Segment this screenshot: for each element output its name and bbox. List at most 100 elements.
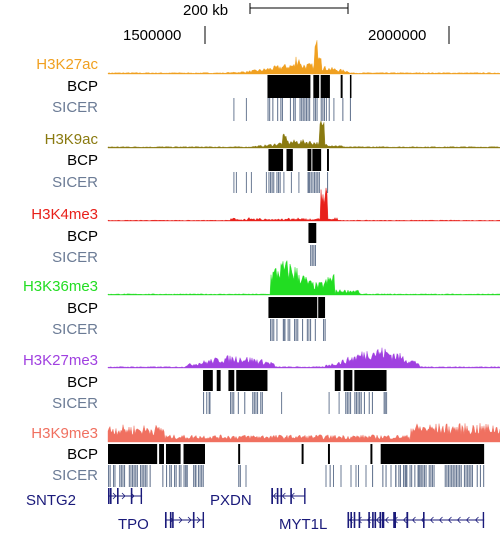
sicer-island: [299, 98, 301, 121]
sicer-island: [109, 465, 111, 487]
sicer-island: [245, 465, 247, 487]
sicer-island: [414, 465, 416, 487]
signal-track-h3k27ac: [107, 40, 500, 75]
sicer-island: [193, 465, 195, 487]
sicer-island: [310, 245, 312, 266]
sicer-island: [328, 98, 330, 121]
sicer-island: [141, 465, 143, 487]
bcp-label: BCP: [67, 228, 98, 245]
gene-exon: [482, 512, 485, 528]
bcp-region: [238, 444, 241, 464]
sicer-island: [297, 319, 299, 341]
strand-arrow: [447, 516, 452, 524]
sicer-island: [454, 465, 456, 487]
sicer-island: [465, 465, 467, 487]
sicer-label: SICER: [52, 467, 98, 484]
strand-arrow: [474, 516, 479, 524]
sicer-island: [178, 465, 180, 487]
sicer-island: [418, 465, 419, 487]
bcp-region: [268, 297, 318, 318]
gene-exon: [382, 512, 385, 528]
strand-arrow: [130, 492, 135, 500]
strand-arrow: [438, 516, 443, 524]
gene-exon: [169, 512, 172, 528]
sicer-island: [425, 465, 427, 487]
sicer-island: [253, 392, 255, 414]
sicer-island: [255, 392, 257, 414]
bcp-region: [268, 149, 284, 171]
strand-arrow: [196, 516, 201, 524]
sicer-island: [114, 465, 116, 487]
sicer-island: [348, 392, 350, 414]
strand-arrow: [357, 516, 362, 524]
sicer-island: [124, 465, 126, 487]
sicer-island: [333, 465, 334, 487]
sicer-island: [349, 98, 351, 121]
bcp-region: [312, 149, 322, 171]
bcp-region: [380, 444, 485, 464]
sicer-island: [338, 392, 340, 414]
sicer-island: [233, 98, 235, 121]
sicer-island: [239, 465, 241, 487]
sicer-island: [446, 465, 448, 487]
sicer-island: [354, 392, 356, 414]
gene-exon: [271, 488, 273, 504]
bcp-label: BCP: [67, 374, 98, 391]
bcp-region: [327, 149, 329, 171]
sicer-island: [261, 392, 263, 414]
sicer-island: [208, 392, 210, 414]
sicer-island: [355, 392, 357, 414]
sicer-label: SICER: [52, 249, 98, 266]
bcp-region: [301, 444, 304, 464]
sicer-island: [451, 465, 453, 487]
sicer-island: [346, 392, 348, 414]
sicer-island: [119, 465, 121, 487]
signal-track-h3k4me3: [107, 187, 500, 222]
sicer-island: [238, 465, 240, 487]
coordinate-label-left: 1500000: [123, 27, 182, 44]
sicer-island: [468, 465, 470, 487]
sicer-island: [368, 392, 370, 414]
sicer-island: [245, 172, 247, 193]
sicer-island: [231, 392, 233, 414]
sicer-island: [252, 392, 254, 414]
gene-exon: [130, 488, 133, 504]
strand-arrow: [112, 492, 117, 500]
gene-exon: [276, 488, 279, 504]
gene-exon: [406, 512, 408, 528]
sicer-island: [140, 465, 142, 487]
sicer-island: [323, 98, 325, 121]
sicer-island: [128, 465, 130, 487]
sicer-island: [209, 392, 211, 414]
strand-arrow: [420, 516, 425, 524]
gene-exon: [117, 488, 119, 504]
gene-exon: [353, 512, 356, 528]
sicer-island: [327, 172, 329, 193]
signal-track-h3k27me3: [107, 347, 500, 369]
sicer-island: [308, 319, 310, 341]
bcp-region: [313, 75, 320, 98]
sicer-island: [304, 98, 306, 121]
sicer-island: [305, 98, 307, 121]
strand-arrow: [169, 516, 174, 524]
sicer-island: [289, 319, 291, 341]
sicer-island: [195, 465, 197, 487]
gene-exon: [350, 512, 352, 528]
sicer-island: [271, 319, 273, 341]
sicer-island: [310, 319, 312, 341]
sicer-label: SICER: [52, 395, 98, 412]
bcp-region: [216, 370, 221, 391]
sicer-island: [324, 319, 326, 341]
sicer-island: [428, 465, 430, 487]
sicer-island: [423, 465, 425, 487]
sicer-island: [290, 172, 292, 193]
gene-exon: [423, 512, 425, 528]
bcp-region: [165, 444, 181, 464]
gene-exon: [358, 512, 361, 528]
sicer-island: [459, 465, 461, 487]
sicer-island: [143, 465, 145, 487]
sicer-island: [144, 465, 146, 487]
strand-arrow: [393, 516, 398, 524]
bcp-region: [267, 75, 311, 98]
